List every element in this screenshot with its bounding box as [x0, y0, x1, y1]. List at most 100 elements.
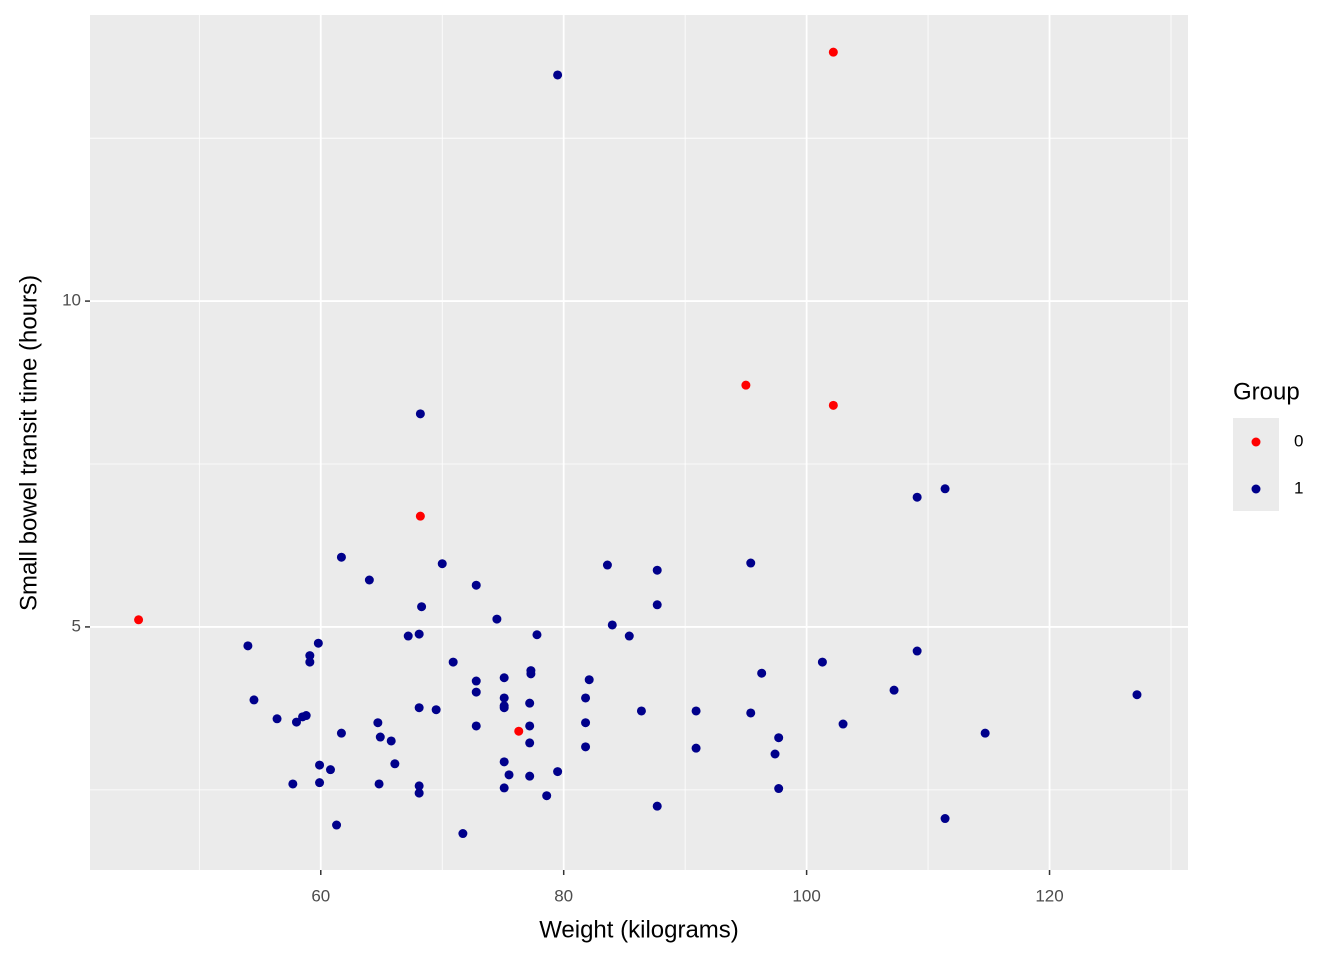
- point: [607, 620, 617, 630]
- point: [458, 829, 468, 839]
- point: [602, 560, 612, 570]
- point: [889, 685, 899, 695]
- x-axis-title: Weight (kilograms): [539, 916, 739, 943]
- point: [525, 771, 535, 781]
- point: [313, 638, 323, 648]
- point: [332, 820, 342, 830]
- point: [746, 708, 756, 718]
- point: [471, 721, 481, 731]
- point: [272, 714, 282, 724]
- x-tick-label: 80: [554, 886, 573, 905]
- point: [581, 742, 591, 752]
- point: [757, 668, 767, 678]
- point: [437, 559, 447, 569]
- point: [315, 778, 325, 788]
- point: [499, 693, 509, 703]
- point: [417, 602, 427, 612]
- point: [817, 657, 827, 667]
- point: [403, 631, 413, 641]
- point: [414, 629, 424, 639]
- point: [581, 718, 591, 728]
- point: [525, 698, 535, 708]
- point: [828, 400, 838, 410]
- point: [390, 759, 400, 769]
- point: [336, 728, 346, 738]
- point: [940, 484, 950, 494]
- point: [305, 657, 315, 667]
- point: [492, 614, 502, 624]
- point: [315, 760, 325, 770]
- point: [373, 718, 383, 728]
- point: [532, 630, 542, 640]
- point: [525, 721, 535, 731]
- point: [691, 743, 701, 753]
- point: [414, 788, 424, 798]
- point: [940, 814, 950, 824]
- point: [746, 558, 756, 568]
- point: [770, 749, 780, 759]
- point: [375, 732, 385, 742]
- point: [652, 565, 662, 575]
- y-tick-label: 10: [62, 291, 81, 310]
- point: [415, 409, 425, 419]
- point: [581, 693, 591, 703]
- point: [542, 791, 552, 801]
- point: [838, 719, 848, 729]
- point: [525, 738, 535, 748]
- point: [415, 511, 425, 521]
- point: [364, 575, 374, 585]
- point: [774, 784, 784, 794]
- point: [741, 380, 751, 390]
- point: [774, 733, 784, 743]
- point: [134, 615, 144, 625]
- point: [499, 783, 509, 793]
- legend-label: 0: [1294, 431, 1303, 450]
- point: [624, 631, 634, 641]
- point: [249, 695, 259, 705]
- point: [553, 70, 563, 80]
- point: [243, 641, 253, 651]
- point: [471, 580, 481, 590]
- panel: [90, 15, 1188, 870]
- point: [414, 703, 424, 713]
- point: [691, 706, 701, 716]
- x-tick-label: 100: [792, 886, 820, 905]
- point: [499, 673, 509, 683]
- point: [980, 728, 990, 738]
- point: [414, 781, 424, 791]
- point: [526, 669, 536, 679]
- point: [828, 47, 838, 57]
- point: [514, 726, 524, 736]
- y-tick-label: 5: [72, 616, 81, 635]
- point: [553, 767, 563, 777]
- point: [325, 765, 335, 775]
- legend-label: 1: [1294, 478, 1303, 497]
- legend-marker: [1251, 484, 1261, 494]
- point: [584, 675, 594, 685]
- point: [374, 779, 384, 789]
- point: [471, 687, 481, 697]
- legend-key-background: [1233, 418, 1279, 511]
- point: [499, 757, 509, 767]
- point: [504, 770, 514, 780]
- point: [291, 717, 301, 727]
- point: [431, 705, 441, 715]
- x-tick-label: 120: [1035, 886, 1063, 905]
- point: [912, 646, 922, 656]
- point: [652, 801, 662, 811]
- point: [336, 552, 346, 562]
- x-tick-label: 60: [311, 886, 330, 905]
- point: [386, 736, 396, 746]
- legend-title: Group: [1233, 378, 1300, 405]
- point: [301, 711, 311, 721]
- point: [912, 492, 922, 502]
- point: [1132, 690, 1142, 700]
- y-axis-title: Small bowel transit time (hours): [15, 275, 42, 611]
- point: [288, 779, 298, 789]
- point: [499, 703, 509, 713]
- point: [305, 651, 315, 661]
- point: [471, 676, 481, 686]
- legend-marker: [1251, 437, 1261, 447]
- point: [448, 657, 458, 667]
